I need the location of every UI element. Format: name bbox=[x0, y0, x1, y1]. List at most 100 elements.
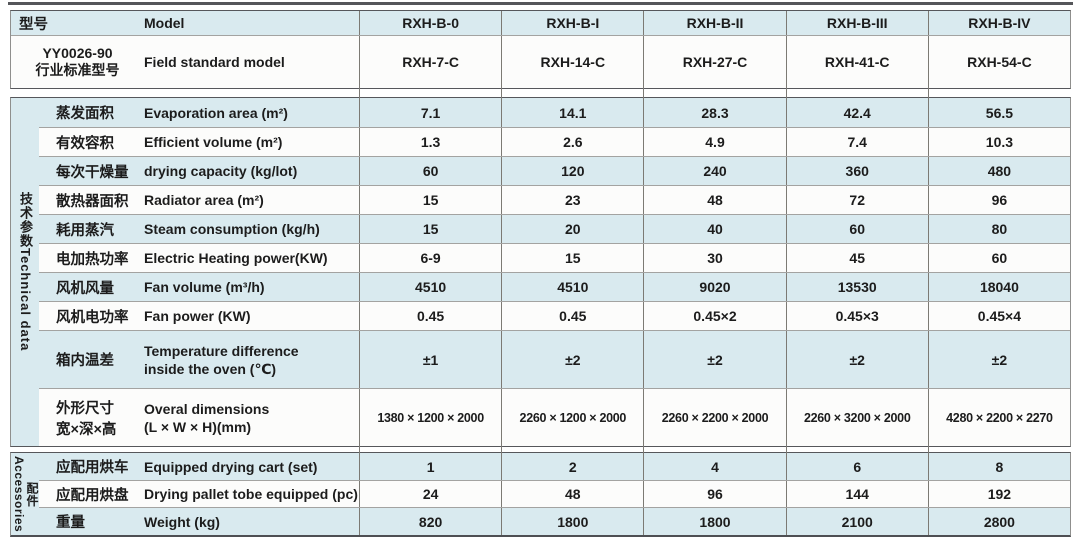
top-rule bbox=[8, 2, 1073, 5]
model-header-row: 型号 Model RXH-B-0 RXH-B-I RXH-B-II RXH-B-… bbox=[11, 11, 1070, 35]
accessories-group-label-zh: 配件 bbox=[25, 481, 39, 507]
column-header: RXH-B-I bbox=[501, 11, 643, 35]
row-label-zh: 风机风量 bbox=[56, 280, 114, 297]
value-cell: 48 bbox=[501, 481, 643, 507]
value-cell: 2260 × 3200 × 2000 bbox=[785, 389, 928, 446]
header-block: 型号 Model RXH-B-0 RXH-B-I RXH-B-II RXH-B-… bbox=[10, 10, 1071, 89]
table-row: 应配用烘盘 Drying pallet tobe equipped (pc) 2… bbox=[11, 480, 1070, 507]
row-label-en: Evaporation area (m²) bbox=[144, 104, 288, 121]
row-label-en: Overal dimensions (L × W × H)(mm) bbox=[144, 400, 270, 435]
value-cell: 18040 bbox=[927, 273, 1070, 301]
row-label-en: Fan power (KW) bbox=[144, 308, 251, 324]
value-cell: 2260 × 1200 × 2000 bbox=[501, 389, 643, 446]
value-cell: ±2 bbox=[927, 331, 1070, 388]
table-row: 箱内温差 Temperature difference inside the o… bbox=[11, 330, 1070, 388]
value-cell: 144 bbox=[785, 481, 928, 507]
table-row: 耗用蒸汽 Steam consumption (kg/h) 15 20 40 6… bbox=[11, 214, 1070, 243]
column-header: RXH-B-IV bbox=[927, 11, 1070, 35]
value-cell: ±2 bbox=[643, 331, 785, 388]
column-divider bbox=[928, 446, 929, 453]
value-cell: 15 bbox=[422, 221, 439, 237]
row-label-zh: 风机电功率 bbox=[56, 309, 129, 326]
model-header-label: 型号 Model bbox=[11, 11, 359, 35]
table-row: 外形尺寸 宽×深×高 Overal dimensions (L × W × H)… bbox=[11, 388, 1070, 446]
table-row: 每次干燥量 drying capacity (kg/lot) 60 120 24… bbox=[11, 156, 1070, 185]
value-cell: RXH-41-C bbox=[785, 36, 928, 88]
row-label-en: Steam consumption (kg/h) bbox=[144, 221, 320, 237]
column-divider bbox=[786, 88, 787, 98]
value-cell: 60 bbox=[927, 244, 1070, 272]
value-cell: 240 bbox=[643, 157, 785, 185]
accessories-group-strip: Accessories 配件 bbox=[11, 453, 39, 535]
row-label-en: Temperature difference inside the oven (… bbox=[144, 342, 299, 377]
accessories-block: Accessories 配件 应配用烘车 Equipped drying car… bbox=[10, 452, 1071, 537]
value-cell: 192 bbox=[927, 481, 1070, 507]
table-row: 电加热功率 Electric Heating power(KW) 6-9 15 … bbox=[11, 243, 1070, 272]
value-cell: 96 bbox=[927, 186, 1070, 214]
value-cell: 60 bbox=[785, 215, 928, 243]
value-cell: 2800 bbox=[927, 508, 1070, 535]
value-cell: 96 bbox=[643, 481, 785, 507]
value-cell: 8 bbox=[927, 453, 1070, 480]
standard-label-en: Field standard model bbox=[144, 54, 285, 70]
table-row: 风机电功率 Fan power (KW) 0.45 0.45 0.45×2 0.… bbox=[11, 301, 1070, 330]
row-label-en: drying capacity (kg/lot) bbox=[144, 163, 298, 179]
value-cell: 10.3 bbox=[927, 128, 1070, 156]
value-cell: 360 bbox=[785, 157, 928, 185]
value-cell: ±1 bbox=[422, 351, 439, 368]
table-row: 有效容积 Efficient volume (m²) 1.3 2.6 4.9 7… bbox=[11, 127, 1070, 156]
column-divider bbox=[928, 88, 929, 98]
table-row: 蒸发面积 Evaporation area (m²) 7.1 14.1 28.3… bbox=[11, 98, 1070, 127]
value-cell: 2260 × 2200 × 2000 bbox=[643, 389, 785, 446]
standard-model-row: YY0026-90 行业标准型号 Field standard model RX… bbox=[11, 35, 1070, 88]
value-cell: 24 bbox=[422, 486, 439, 502]
row-label-zh: 外形尺寸 宽×深×高 bbox=[56, 400, 117, 438]
value-cell: 1800 bbox=[501, 508, 643, 535]
value-cell: 13530 bbox=[785, 273, 928, 301]
table-row: 散热器面积 Radiator area (m²) 15 23 48 72 96 bbox=[11, 185, 1070, 214]
value-cell: 14.1 bbox=[501, 98, 643, 127]
row-label-zh: 散热器面积 bbox=[56, 193, 129, 210]
value-cell: 7.4 bbox=[785, 128, 928, 156]
value-cell: 56.5 bbox=[927, 98, 1070, 127]
value-cell: RXH-14-C bbox=[501, 36, 643, 88]
value-cell: 72 bbox=[785, 186, 928, 214]
model-label-en: Model bbox=[144, 15, 185, 31]
row-label-zh: 耗用蒸汽 bbox=[56, 222, 114, 239]
column-divider bbox=[501, 446, 502, 453]
standard-model-label: YY0026-90 行业标准型号 Field standard model bbox=[11, 36, 359, 88]
value-cell: 0.45×3 bbox=[785, 302, 928, 330]
value-cell: 2100 bbox=[785, 508, 928, 535]
value-cell: RXH-54-C bbox=[927, 36, 1070, 88]
value-cell: ±2 bbox=[501, 331, 643, 388]
row-label-zh: 有效容积 bbox=[56, 135, 114, 152]
standard-model-values: RXH-7-C RXH-14-C RXH-27-C RXH-41-C RXH-5… bbox=[359, 36, 1070, 88]
column-divider bbox=[643, 446, 644, 453]
column-divider bbox=[501, 88, 502, 98]
value-cell: 15 bbox=[422, 192, 439, 208]
column-divider bbox=[643, 88, 644, 98]
row-label-en: Equipped drying cart (set) bbox=[144, 458, 318, 475]
row-label-en: Efficient volume (m²) bbox=[144, 134, 283, 150]
value-cell: 0.45×4 bbox=[927, 302, 1070, 330]
value-cell: 1800 bbox=[643, 508, 785, 535]
value-cell: 6 bbox=[785, 453, 928, 480]
value-cell: 48 bbox=[643, 186, 785, 214]
value-cell: 4510 bbox=[415, 279, 447, 295]
column-header: RXH-B-0 bbox=[402, 15, 459, 31]
value-cell: 28.3 bbox=[643, 98, 785, 127]
row-label-zh: 应配用烘盘 bbox=[56, 487, 129, 504]
value-cell: 40 bbox=[643, 215, 785, 243]
row-label-zh: 重量 bbox=[56, 515, 85, 531]
value-cell: 45 bbox=[785, 244, 928, 272]
column-divider bbox=[359, 446, 360, 453]
row-label-en: Drying pallet tobe equipped (pc) bbox=[144, 486, 358, 502]
value-cell: 1 bbox=[426, 458, 435, 475]
value-cell: 1.3 bbox=[420, 134, 441, 150]
value-cell: RXH-27-C bbox=[643, 36, 785, 88]
value-cell: 120 bbox=[501, 157, 643, 185]
table-row: 风机风量 Fan volume (m³/h) 4510 4510 9020 13… bbox=[11, 272, 1070, 301]
value-cell: 480 bbox=[927, 157, 1070, 185]
tech-group-strip: 技术参数Technical data bbox=[11, 98, 39, 446]
